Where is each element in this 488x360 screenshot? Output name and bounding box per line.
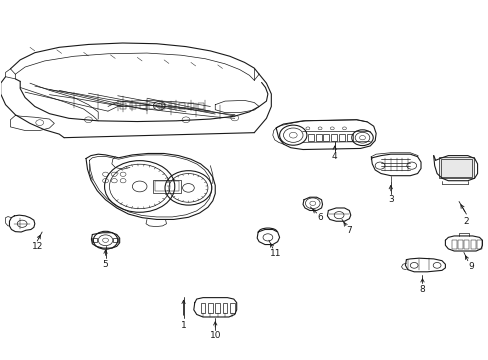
Bar bbox=[178, 103, 184, 109]
Text: 1: 1 bbox=[180, 321, 186, 330]
Bar bbox=[476, 240, 481, 249]
Bar bbox=[153, 180, 181, 193]
Bar bbox=[438, 157, 473, 178]
Bar bbox=[464, 240, 468, 249]
Bar bbox=[330, 134, 336, 141]
Bar bbox=[92, 238, 97, 242]
Bar bbox=[159, 103, 164, 109]
Bar bbox=[215, 303, 220, 314]
Bar bbox=[323, 134, 329, 141]
Text: 4: 4 bbox=[331, 152, 337, 161]
Bar bbox=[130, 103, 136, 109]
Bar bbox=[229, 303, 234, 314]
Bar bbox=[140, 103, 145, 109]
Text: 8: 8 bbox=[419, 285, 425, 294]
Text: 5: 5 bbox=[102, 260, 108, 269]
Bar bbox=[457, 240, 462, 249]
Text: 7: 7 bbox=[346, 226, 351, 235]
Bar bbox=[451, 240, 456, 249]
Text: 9: 9 bbox=[468, 262, 473, 271]
Bar bbox=[470, 240, 475, 249]
Bar bbox=[200, 303, 205, 314]
Bar bbox=[113, 238, 118, 242]
Text: 6: 6 bbox=[317, 213, 322, 222]
Bar bbox=[155, 181, 179, 192]
Text: 2: 2 bbox=[463, 217, 468, 226]
Bar bbox=[307, 134, 313, 141]
Text: 10: 10 bbox=[209, 332, 221, 341]
Bar bbox=[188, 103, 194, 109]
Bar bbox=[149, 103, 155, 109]
Bar bbox=[207, 303, 212, 314]
Bar bbox=[168, 103, 174, 109]
Bar bbox=[315, 134, 321, 141]
Bar bbox=[440, 159, 471, 177]
Text: 12: 12 bbox=[32, 242, 43, 251]
Bar bbox=[198, 103, 203, 109]
Bar bbox=[222, 303, 227, 314]
Bar bbox=[120, 103, 126, 109]
Text: 3: 3 bbox=[387, 195, 393, 204]
Bar bbox=[346, 134, 352, 141]
Bar bbox=[338, 134, 344, 141]
Text: 11: 11 bbox=[270, 249, 282, 258]
